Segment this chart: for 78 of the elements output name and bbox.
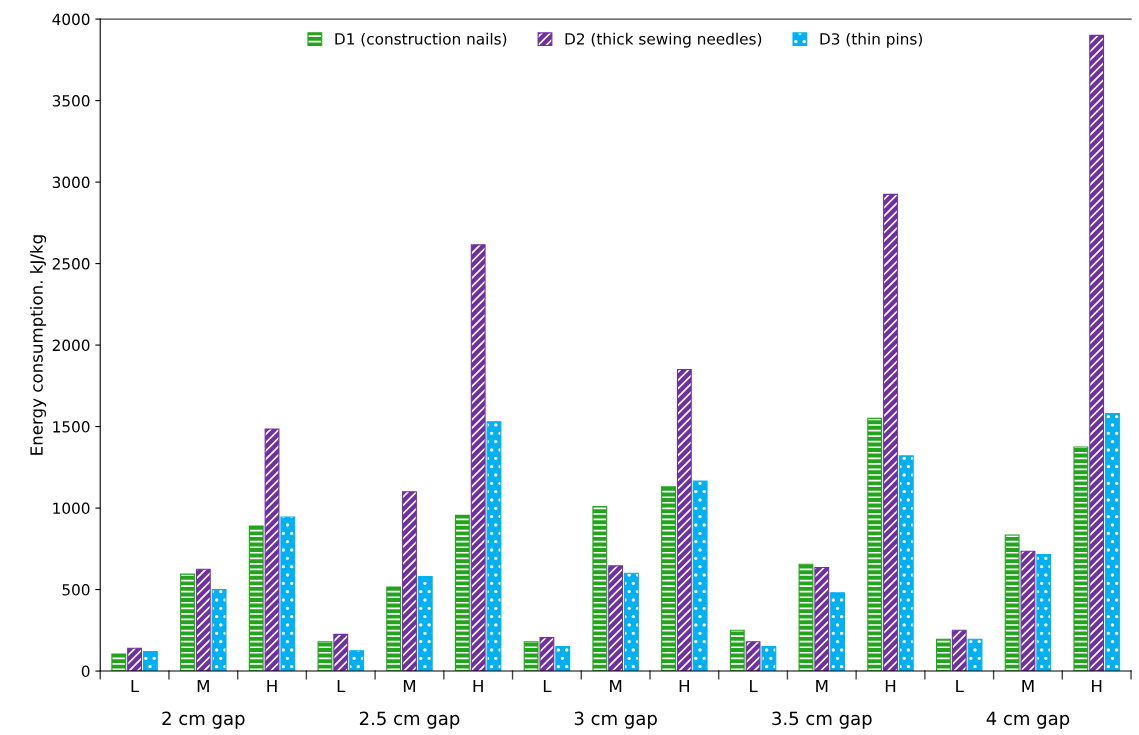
legend-label: D2 (thick sewing needles) bbox=[565, 32, 762, 48]
text: 3 cm gap bbox=[574, 711, 657, 729]
bar bbox=[1089, 34, 1105, 672]
bar bbox=[1105, 412, 1120, 672]
bar bbox=[935, 638, 951, 672]
legend-label: D1 (construction nails) bbox=[335, 32, 507, 47]
bar bbox=[280, 516, 296, 672]
y-tick-label: 1000 bbox=[53, 502, 90, 515]
bar bbox=[555, 646, 571, 672]
bar bbox=[867, 417, 883, 672]
bar bbox=[676, 368, 692, 672]
bar bbox=[349, 650, 364, 672]
bar bbox=[798, 563, 814, 672]
bar bbox=[1004, 534, 1020, 672]
bar bbox=[142, 650, 158, 672]
bar bbox=[883, 193, 898, 672]
y-axis-title: Energy consumption. kJ/kg bbox=[29, 235, 47, 455]
y-tick-label: 2000 bbox=[52, 339, 90, 352]
bar bbox=[386, 586, 402, 672]
bar bbox=[745, 641, 761, 672]
bar bbox=[830, 592, 846, 672]
x-tick-label: L bbox=[543, 679, 552, 693]
x-tick-label: M bbox=[197, 679, 209, 693]
y-tick-label: 2500 bbox=[52, 258, 90, 270]
bar bbox=[111, 653, 127, 672]
bar bbox=[211, 589, 227, 672]
bar bbox=[967, 638, 983, 672]
x-tick-label: H bbox=[679, 679, 689, 693]
x-tick-label: H bbox=[473, 679, 483, 693]
bar bbox=[729, 629, 745, 672]
x-tick-label: H bbox=[885, 679, 896, 693]
bar bbox=[814, 567, 830, 672]
bar bbox=[661, 486, 676, 672]
bar bbox=[317, 641, 333, 672]
text: 2.5 cm gap bbox=[359, 711, 460, 729]
bar bbox=[333, 633, 349, 672]
bar bbox=[486, 421, 502, 672]
y-tick-label: 0 bbox=[81, 665, 90, 678]
x-tick-label: M bbox=[610, 679, 622, 693]
x-tick-label: M bbox=[403, 679, 416, 693]
bar bbox=[608, 565, 624, 672]
y-tick-label: 3500 bbox=[52, 95, 90, 107]
bar bbox=[1020, 550, 1036, 672]
y-tick-label: 500 bbox=[62, 584, 90, 596]
bar bbox=[761, 646, 777, 672]
bar bbox=[539, 637, 555, 672]
bar bbox=[264, 428, 280, 672]
x-tick-label: L bbox=[956, 679, 964, 693]
y-tick-label: 1500 bbox=[53, 421, 90, 433]
text: 4 cm gap bbox=[986, 711, 1070, 729]
bar bbox=[1073, 446, 1089, 672]
text: 3.5 cm gap bbox=[772, 711, 872, 729]
bar bbox=[248, 525, 264, 672]
x-tick-label: L bbox=[131, 679, 140, 693]
bar bbox=[470, 244, 486, 672]
bar bbox=[417, 575, 433, 672]
x-tick-label: H bbox=[1092, 679, 1102, 693]
bar bbox=[624, 572, 639, 672]
x-tick-label: L bbox=[750, 679, 758, 693]
x-tick-label: M bbox=[1022, 679, 1034, 693]
bar bbox=[592, 505, 608, 672]
bar bbox=[523, 641, 539, 672]
text: 2 cm gap bbox=[162, 711, 245, 729]
x-tick-label: H bbox=[267, 679, 277, 693]
y-tick-label: 3000 bbox=[52, 176, 90, 189]
bar bbox=[180, 573, 195, 672]
bar bbox=[898, 455, 914, 672]
bar bbox=[1036, 553, 1052, 672]
y-tick-label: 4000 bbox=[52, 13, 90, 26]
bar bbox=[692, 480, 708, 672]
bar bbox=[951, 629, 967, 672]
bar bbox=[127, 647, 143, 672]
x-tick-label: M bbox=[816, 679, 828, 693]
legend-label: D3 (thin pins) bbox=[820, 32, 922, 48]
bar bbox=[454, 514, 470, 672]
x-tick-label: L bbox=[337, 679, 346, 693]
bar bbox=[402, 491, 417, 672]
bar bbox=[195, 568, 211, 672]
